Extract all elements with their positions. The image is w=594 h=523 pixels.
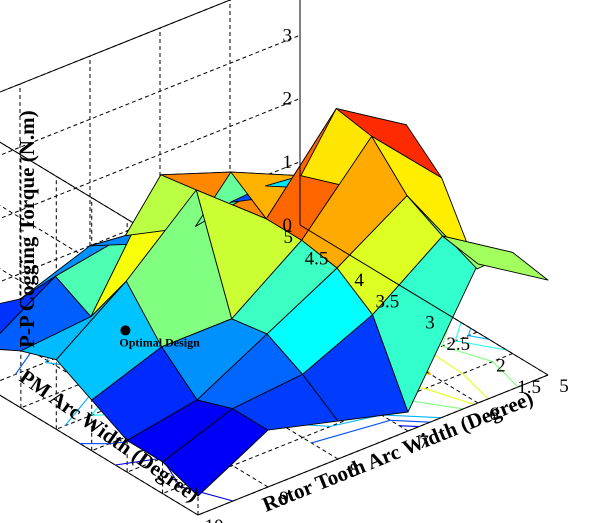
contour-segment: [455, 340, 507, 351]
x-axis-line: [197, 374, 549, 516]
x-tick-label: 7: [419, 432, 429, 453]
z-axis-label: P-P Cogging Torque (N.m): [15, 110, 39, 348]
optimal-design-label: Optimal Design: [119, 335, 200, 349]
y-tick-label: 4: [354, 270, 364, 291]
contour-segment: [492, 361, 519, 388]
tick-labels: 012341.522.533.544.555678910: [205, 25, 569, 523]
optimal-design-marker: [120, 325, 131, 336]
y-tick-label: 5: [284, 227, 294, 248]
z-tick-label: 0: [283, 215, 293, 236]
y-axis-line: [299, 224, 549, 376]
contour-segment: [462, 373, 489, 400]
grid-line: [0, 394, 199, 516]
z-tick-label: 1: [283, 152, 293, 173]
grid-line: [0, 34, 301, 156]
contour-segment: [311, 419, 391, 444]
contour-segment: [467, 328, 472, 336]
y-tick-label: 3: [425, 313, 435, 334]
contour-segment: [468, 335, 490, 340]
z-tick-label: 2: [283, 89, 293, 110]
y-tick-label: 4.5: [305, 248, 329, 269]
contour-segment: [179, 486, 234, 502]
x-tick-label: 9: [279, 488, 289, 509]
y-tick-label: 1.5: [517, 377, 541, 398]
grid-line: [0, 0, 232, 93]
contour-segment: [441, 345, 493, 363]
surface-facet: [442, 235, 549, 281]
y-tick-label: 3.5: [376, 291, 400, 312]
contour-segment: [454, 322, 462, 342]
contour-segment: [424, 388, 475, 405]
surface-plot: [0, 108, 549, 497]
contour-segment: [381, 414, 442, 419]
x-tick-label: 8: [349, 460, 359, 481]
optimal-design-annotation: Optimal Design: [119, 325, 200, 349]
axis-frame: [197, 0, 549, 516]
x-tick-label: 10: [205, 516, 224, 523]
y-tick-label: 2: [496, 356, 506, 377]
y-tick-label: 2.5: [446, 334, 470, 355]
contour-segment: [390, 419, 431, 423]
x-tick-label: 6: [489, 404, 499, 425]
z-tick-label: 3: [283, 25, 293, 46]
x-tick-label: 5: [559, 376, 569, 397]
contour-segment: [399, 425, 420, 428]
frame-edge: [0, 0, 232, 93]
contour-segment: [115, 457, 163, 466]
